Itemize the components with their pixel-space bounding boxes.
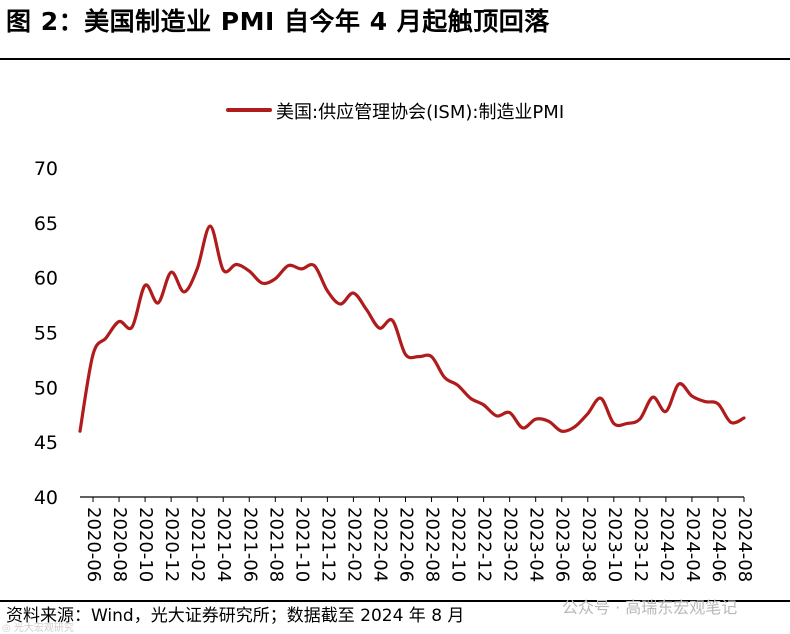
y-tick-label: 50: [34, 377, 58, 399]
x-tick-label: 2021-08: [265, 507, 286, 582]
data-point: [417, 355, 419, 357]
x-tick-label: 2023-08: [578, 507, 599, 582]
x-tick-label: 2021-10: [291, 507, 312, 582]
chart-legend: 美国:供应管理协会(ISM):制造业PMI: [226, 102, 564, 123]
data-point: [118, 320, 120, 322]
data-point: [743, 417, 745, 419]
data-point: [170, 271, 172, 273]
data-point: [587, 412, 589, 414]
x-tick-label: 2022-12: [474, 507, 495, 582]
title-divider: [0, 58, 790, 60]
data-point: [222, 269, 224, 271]
x-tick-label: 2024-08: [734, 507, 755, 582]
data-point: [469, 397, 471, 399]
y-tick-label: 40: [34, 487, 58, 509]
data-point: [495, 415, 497, 417]
y-tick-label: 60: [34, 268, 58, 290]
data-point: [600, 397, 602, 399]
y-tick-label: 45: [34, 432, 58, 454]
legend-label: 美国:供应管理协会(ISM):制造业PMI: [276, 102, 564, 123]
x-tick-label: 2022-06: [395, 507, 416, 582]
data-point: [313, 264, 315, 266]
x-tick-label: 2023-06: [552, 507, 573, 582]
data-point: [352, 292, 354, 294]
watermark-text: 公众号 · 高瑞东宏观笔记: [562, 598, 738, 617]
x-tick-label: 2022-08: [422, 507, 443, 582]
x-tick-label: 2021-04: [213, 507, 234, 582]
data-point: [339, 303, 341, 305]
data-point: [300, 268, 302, 270]
x-tick-label: 2020-08: [109, 507, 130, 582]
source-note: 资料来源：Wind，光大证券研究所；数据截至 2024 年 8 月: [6, 606, 465, 626]
x-tick-label: 2023-02: [500, 507, 521, 582]
pmi-line-chart: 美国:供应管理协会(ISM):制造业PMI 40 45 50 55 60 65 70 202…: [34, 102, 755, 582]
series-line-ism-pmi: [78, 224, 746, 433]
data-point: [196, 268, 198, 270]
data-point: [235, 263, 237, 265]
y-tick-label: 55: [34, 323, 58, 345]
x-tick-label: 2024-02: [656, 507, 677, 582]
data-point: [261, 282, 263, 284]
watermark-left-text: ◎ 光大宏观研究: [2, 623, 74, 634]
data-point: [287, 264, 289, 266]
data-point: [430, 355, 432, 357]
data-point: [691, 395, 693, 397]
x-tick-label: 2020-06: [83, 507, 104, 582]
data-point: [730, 421, 732, 423]
data-point: [678, 383, 680, 385]
data-point: [391, 319, 393, 321]
x-tick-label: 2021-12: [317, 507, 338, 582]
x-tick-label: 2024-04: [682, 507, 703, 582]
data-point: [443, 376, 445, 378]
data-point: [521, 427, 523, 429]
data-point: [456, 384, 458, 386]
x-tick-label: 2020-10: [135, 507, 156, 582]
data-point: [183, 291, 185, 293]
x-tick-label: 2022-04: [369, 507, 390, 582]
data-point: [157, 302, 159, 304]
plot-area: [78, 224, 746, 433]
data-point: [248, 270, 250, 272]
data-point: [105, 337, 107, 339]
data-point: [79, 430, 81, 432]
y-axis: 40 45 50 55 60 65 70: [34, 158, 58, 509]
x-tick-label: 2021-06: [239, 507, 260, 582]
x-tick-label: 2024-06: [708, 507, 729, 582]
data-point: [274, 278, 276, 280]
data-point: [548, 420, 550, 422]
x-tick-label: 2023-10: [604, 507, 625, 582]
data-point: [639, 418, 641, 420]
data-point: [561, 430, 563, 432]
y-tick-label: 65: [34, 213, 58, 235]
x-tick-label: 2022-02: [343, 507, 364, 582]
data-point: [665, 410, 667, 412]
data-point: [404, 353, 406, 355]
data-point: [144, 284, 146, 286]
x-axis: 2020-06 2020-08 2020-10 2020-12 2021-02 2021-…: [80, 496, 755, 582]
data-point: [626, 422, 628, 424]
data-point: [92, 353, 94, 355]
x-tick-label: 2021-02: [187, 507, 208, 582]
data-point: [717, 403, 719, 405]
data-point: [326, 290, 328, 292]
data-point: [652, 396, 654, 398]
y-tick-label: 70: [34, 158, 58, 180]
data-point: [613, 422, 615, 424]
data-point: [508, 411, 510, 413]
footer-divider: [0, 600, 790, 602]
x-tick-label: 2022-10: [448, 507, 469, 582]
data-point: [574, 426, 576, 428]
data-point: [534, 418, 536, 420]
data-point: [704, 400, 706, 402]
page-title: 图 2：美国制造业 PMI 自今年 4 月起触顶回落: [6, 7, 550, 36]
x-tick-label: 2020-12: [161, 507, 182, 582]
data-point: [378, 327, 380, 329]
data-point: [131, 326, 133, 328]
x-tick-label: 2023-12: [630, 507, 651, 582]
x-tick-label: 2023-04: [526, 507, 547, 582]
data-point: [482, 404, 484, 406]
data-point: [365, 308, 367, 310]
data-point: [209, 225, 211, 227]
